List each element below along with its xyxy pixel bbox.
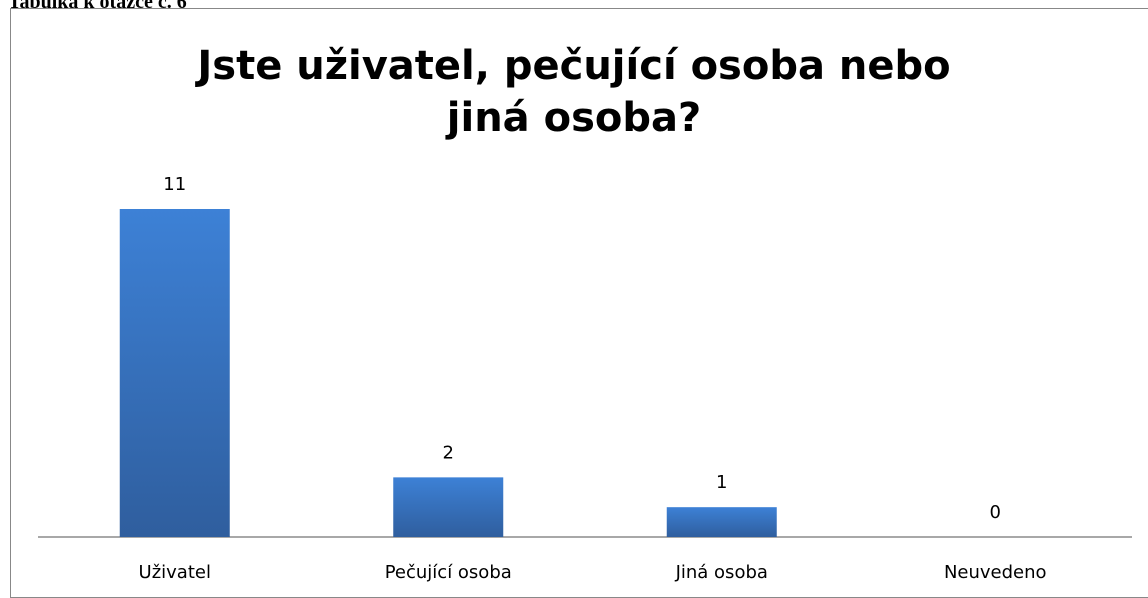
value-label: 2	[443, 442, 454, 463]
bar	[393, 477, 504, 537]
x-tick-label: Neuvedeno	[944, 562, 1047, 583]
value-label: 11	[163, 174, 186, 195]
x-tick-label: Jiná osoba	[675, 562, 768, 583]
value-label: 1	[716, 472, 727, 493]
value-label: 0	[990, 502, 1001, 523]
caption: Tabulka k otázce č. 6	[8, 0, 187, 13]
chart-title: Jste uživatel, pečující osoba nebo jiná …	[197, 43, 951, 141]
bar	[666, 507, 777, 537]
bar	[119, 209, 230, 537]
x-tick-label: Pečující osoba	[385, 562, 512, 583]
x-tick-label: Uživatel	[139, 562, 211, 583]
